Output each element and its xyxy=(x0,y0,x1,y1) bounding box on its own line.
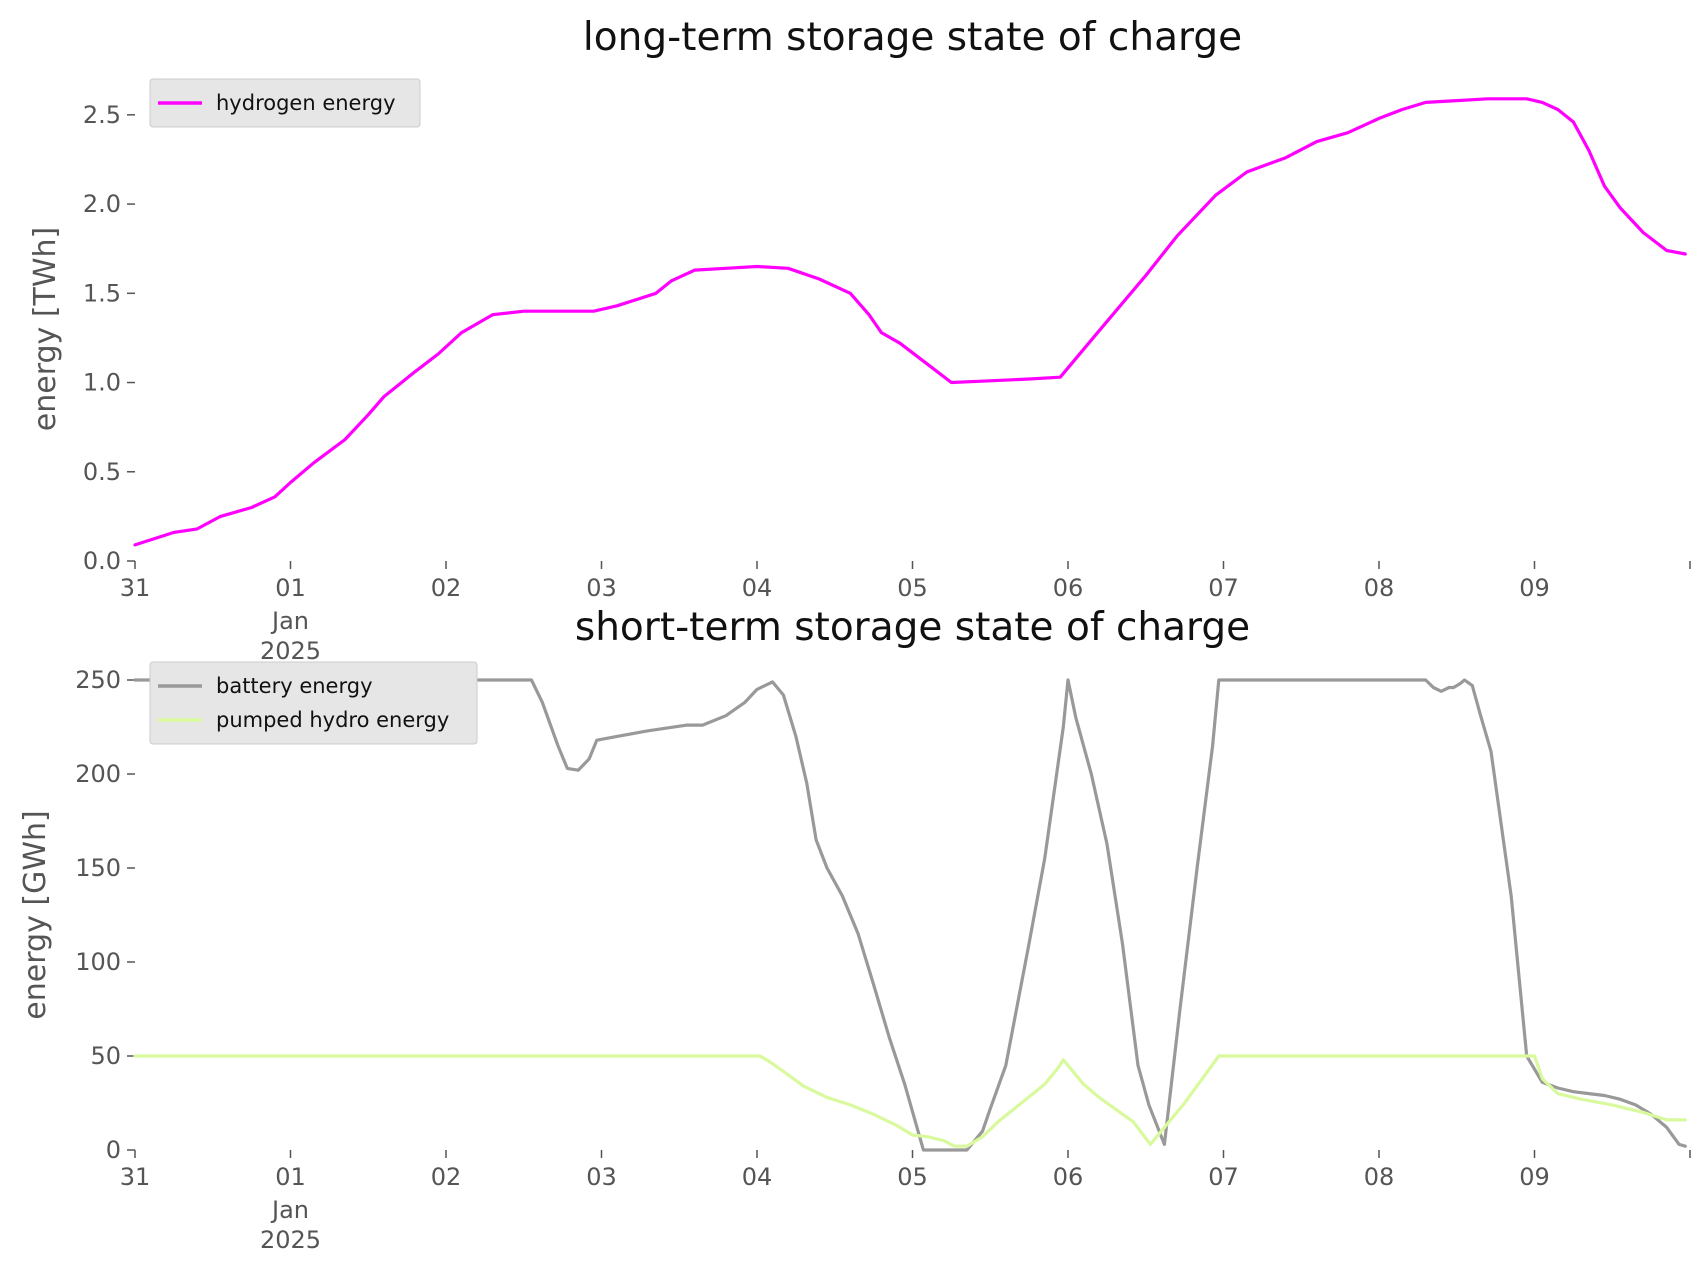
x-tick-label: 09 xyxy=(1519,574,1550,602)
x-tick-month-label: Jan xyxy=(270,607,309,635)
short-term-storage-chart: short-term storage state of charge energ… xyxy=(18,605,1691,1254)
x-tick-label: 05 xyxy=(897,574,928,602)
x-tick-label: 31 xyxy=(120,1163,151,1191)
x-tick-label: 02 xyxy=(431,574,462,602)
series-line-battery-energy xyxy=(133,678,1687,1152)
x-tick-label: 06 xyxy=(1053,1163,1084,1191)
series-lines xyxy=(133,678,1687,1152)
y-tick-label: 200 xyxy=(75,760,121,788)
y-tick-label: 250 xyxy=(75,666,121,694)
x-tick-label: 03 xyxy=(586,574,617,602)
x-tick-label: 07 xyxy=(1208,574,1239,602)
chart-legend: hydrogen energy xyxy=(149,78,421,128)
x-tick-label: 06 xyxy=(1053,574,1084,602)
y-axis-ticks: 0 50 100 150 200 250 xyxy=(75,666,135,1164)
y-tick-label: 0.5 xyxy=(83,458,121,486)
legend-label: pumped hydro energy xyxy=(216,708,449,732)
y-tick-label: 50 xyxy=(90,1042,121,1070)
x-tick-label: 09 xyxy=(1519,1163,1550,1191)
legend-box xyxy=(149,661,478,745)
chart-legend: battery energy pumped hydro energy xyxy=(149,661,478,745)
x-tick-label: 03 xyxy=(586,1163,617,1191)
y-axis-ticks: 0.0 0.5 1.0 1.5 2.0 2.5 xyxy=(83,101,135,575)
x-tick-label: 01 xyxy=(275,574,306,602)
x-tick-label: 05 xyxy=(897,1163,928,1191)
y-tick-label: 150 xyxy=(75,854,121,882)
legend-box xyxy=(149,78,421,128)
y-axis-label: energy [GWh] xyxy=(18,810,53,1019)
series-lines xyxy=(133,97,1687,547)
x-tick-year-label: 2025 xyxy=(260,1226,321,1254)
legend-label: battery energy xyxy=(216,674,373,698)
y-tick-label: 1.0 xyxy=(83,369,121,397)
x-tick-label: 02 xyxy=(431,1163,462,1191)
long-term-storage-chart: long-term storage state of charge energy… xyxy=(28,15,1691,665)
y-tick-label: 0 xyxy=(106,1136,121,1164)
x-tick-label: 07 xyxy=(1208,1163,1239,1191)
y-tick-label: 2.0 xyxy=(83,190,121,218)
series-line-pumped-hydro-energy xyxy=(133,1054,1687,1148)
x-tick-year-label: 2025 xyxy=(260,637,321,665)
x-tick-month-label: Jan xyxy=(270,1196,309,1224)
series-line-hydrogen-energy xyxy=(133,97,1687,547)
x-tick-label: 04 xyxy=(742,1163,773,1191)
legend-label: hydrogen energy xyxy=(216,91,396,115)
x-tick-label: 04 xyxy=(742,574,773,602)
x-tick-label: 01 xyxy=(275,1163,306,1191)
y-axis-label: energy [TWh] xyxy=(28,227,63,431)
x-tick-label: 08 xyxy=(1364,1163,1395,1191)
y-tick-label: 1.5 xyxy=(83,279,121,307)
y-tick-label: 100 xyxy=(75,948,121,976)
y-tick-label: 2.5 xyxy=(83,101,121,129)
y-tick-label: 0.0 xyxy=(83,547,121,575)
x-tick-label: 31 xyxy=(120,574,151,602)
chart-title: short-term storage state of charge xyxy=(575,605,1250,650)
chart-title: long-term storage state of charge xyxy=(583,15,1242,60)
x-tick-label: 08 xyxy=(1364,574,1395,602)
